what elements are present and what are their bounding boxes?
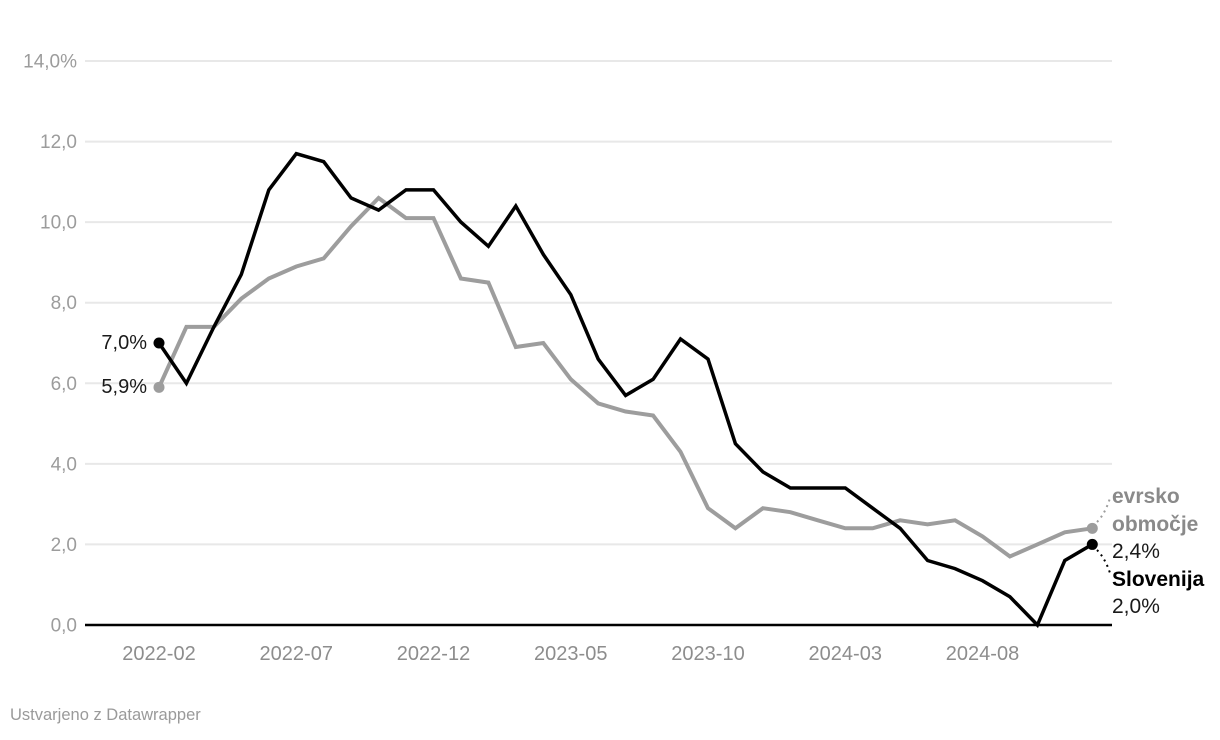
data-point-marker-evrsko-obmo-je[interactable] <box>153 381 165 393</box>
data-point-marker-evrsko-obmo-je[interactable] <box>1086 522 1098 534</box>
datawrapper-credit-link[interactable]: Ustvarjeno z Datawrapper <box>10 706 201 724</box>
y-axis-tick-label: 6,0 <box>51 374 77 395</box>
series-label-obmocje: območje <box>1112 512 1199 536</box>
end-value-slovenija: 2,0% <box>1112 595 1160 618</box>
start-value-label-evrsko-obmocje: 5,9% <box>101 376 147 398</box>
x-axis-tick-label: 2022-12 <box>397 643 470 665</box>
series-label-evrsko: evrsko <box>1112 485 1180 508</box>
x-axis-tick-label: 2024-03 <box>809 643 882 665</box>
line-end-label-block: evrsko območje 2,4% Slovenija 2,0% <box>1112 483 1220 621</box>
y-axis-tick-label: 2,0 <box>51 535 77 556</box>
x-axis-tick-label: 2022-02 <box>122 643 195 665</box>
data-point-marker-slovenija[interactable] <box>1086 538 1098 550</box>
x-axis-tick-label: 2023-05 <box>534 643 607 665</box>
y-axis-tick-label: 14,0% <box>23 51 77 72</box>
y-axis-tick-label: 8,0 <box>51 293 77 314</box>
x-axis-tick-label: 2023-10 <box>671 643 744 665</box>
start-value-label-slovenija: 7,0% <box>101 332 147 354</box>
end-value-evrsko-obmocje: 2,4% <box>1112 540 1160 563</box>
y-axis-tick-label: 0,0 <box>51 616 77 637</box>
series-line-evrsko-obmo-je[interactable] <box>157 195 1093 559</box>
x-axis-tick-label: 2024-08 <box>946 643 1019 665</box>
x-axis-tick-label: 2022-07 <box>260 643 333 665</box>
series-label-slovenija: Slovenija <box>1112 567 1205 591</box>
y-axis-tick-label: 4,0 <box>51 454 77 475</box>
leader-line-slovenija <box>1096 549 1111 574</box>
data-point-marker-slovenija[interactable] <box>153 337 165 349</box>
y-axis-tick-label: 12,0 <box>40 132 77 153</box>
y-axis-tick-label: 10,0 <box>40 213 77 234</box>
leader-line-evrsko-obmocje <box>1096 497 1111 523</box>
series-line-slovenija[interactable] <box>157 151 1094 629</box>
